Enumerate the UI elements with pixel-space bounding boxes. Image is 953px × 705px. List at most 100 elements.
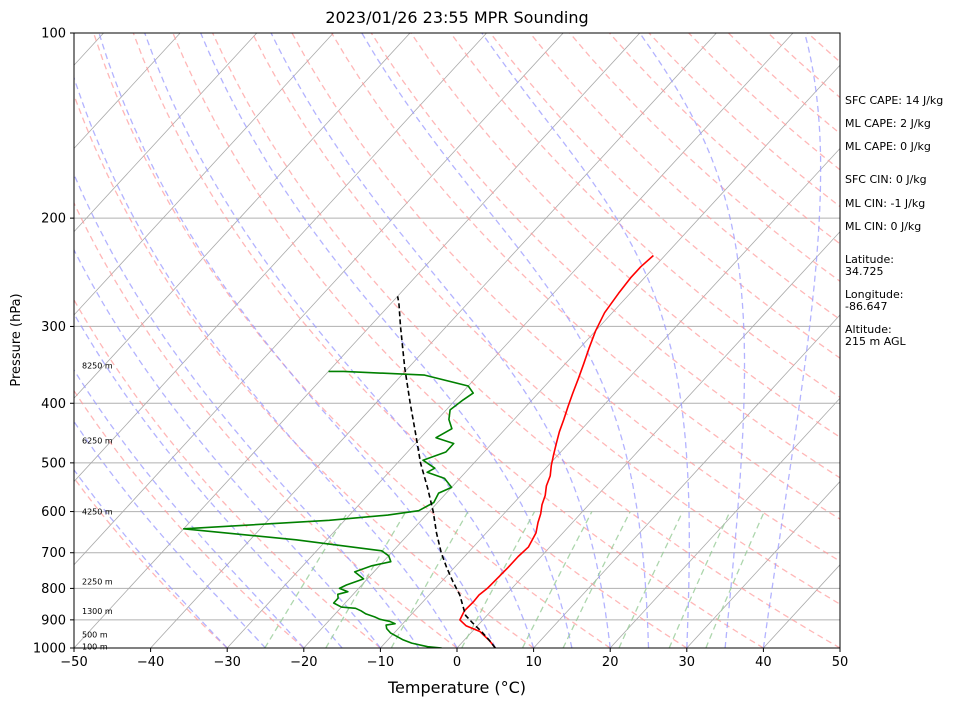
isotherm-line	[533, 314, 840, 648]
parameter-text: 34.725	[845, 265, 884, 278]
background-grid	[74, 33, 840, 648]
y-axis-label: Pressure (hPa)	[9, 293, 24, 386]
y-tick-label: 700	[41, 546, 66, 561]
y-tick-label: 1000	[33, 642, 66, 657]
height-label: 500 m	[82, 630, 108, 639]
x-tick-label: 20	[602, 655, 619, 670]
isotherm-line	[74, 33, 181, 150]
parcel-path-line	[396, 296, 496, 648]
x-tick-label: 50	[832, 655, 849, 670]
mixing-ratio-line	[264, 511, 349, 648]
x-tick-label: −10	[367, 655, 394, 670]
x-tick-label: 0	[453, 655, 461, 670]
y-tick-label: 900	[41, 613, 66, 628]
isotherm-line	[74, 33, 641, 648]
isotherm-line	[226, 33, 794, 648]
moist-adiabat-line	[74, 368, 305, 648]
mixing-ratio-line	[461, 511, 536, 648]
moist-adiabat-line	[74, 248, 381, 648]
height-label: 4250 m	[82, 508, 113, 517]
temperature-profile-line	[459, 254, 654, 648]
moist-adiabat-line	[270, 33, 611, 648]
parameter-text: Longitude:	[845, 288, 903, 301]
dry-adiabat-line	[172, 33, 764, 648]
moist-adiabat-line	[639, 33, 746, 648]
isotherm-line	[456, 231, 840, 648]
y-tick-label: 500	[41, 456, 66, 471]
moist-adiabat-line	[361, 33, 650, 648]
height-labels: 8250 m 6250 m 4250 m 2250 m 1300 m 500 m 100 m	[82, 361, 113, 651]
dry-adiabat-line	[74, 389, 305, 648]
y-tick-label: 600	[41, 505, 66, 520]
mixing-ratio-line	[521, 511, 593, 648]
isotherm-line	[74, 33, 411, 399]
x-tick-label: 10	[525, 655, 542, 670]
x-tick-label: −20	[290, 655, 317, 670]
y-tick-label: 100	[41, 27, 66, 42]
x-tick-label: −30	[213, 655, 240, 670]
dry-adiabat-line	[370, 33, 840, 479]
mixing-ratio-line	[390, 511, 469, 648]
dry-adiabat-line	[74, 477, 228, 648]
moist-adiabat-line	[144, 33, 535, 648]
dry-adiabat-line	[450, 33, 840, 399]
height-label: 6250 m	[82, 437, 113, 446]
parameter-text: Altitude:	[845, 323, 892, 336]
y-tick-label: 300	[41, 320, 66, 335]
parameter-text: -86.647	[845, 300, 887, 313]
isotherm-line	[303, 64, 840, 648]
height-label: 1300 m	[82, 607, 113, 616]
dry-adiabat-line	[212, 33, 840, 648]
plot-frame	[73, 32, 841, 649]
dewpoint-profile-line	[182, 370, 474, 648]
moist-adiabat-line	[74, 312, 343, 648]
parameter-text: Latitude:	[845, 253, 894, 266]
isotherm-line	[150, 33, 717, 648]
parameter-text: ML CAPE: 2 J/kg	[845, 117, 931, 130]
dry-adiabat-line	[132, 33, 688, 648]
moist-adiabat-line	[200, 33, 573, 648]
x-tick-label: −40	[137, 655, 164, 670]
y-axis: 1000 900 800 700 600 500 400 300 200 100	[33, 27, 74, 657]
x-axis-label: Temperature (°C)	[387, 678, 526, 697]
isotherm-line	[380, 147, 840, 648]
height-label: 100 m	[82, 643, 108, 652]
dry-adiabat-line	[74, 93, 534, 648]
y-tick-label: 400	[41, 397, 66, 412]
mixing-ratio-line	[668, 511, 731, 648]
dry-adiabat-line	[74, 298, 381, 648]
moist-adiabat-line	[74, 420, 266, 648]
mixing-ratio-line	[562, 511, 631, 648]
mixing-ratio-line	[705, 511, 765, 648]
moist-adiabat-line	[74, 75, 458, 648]
isotherm-line	[74, 33, 564, 566]
x-tick-label: −50	[60, 655, 87, 670]
parameter-text: 215 m AGL	[845, 335, 907, 348]
parameter-text: ML CIN: -1 J/kg	[845, 197, 925, 210]
moist-adiabat-line	[762, 33, 822, 648]
parameter-text: SFC CAPE: 14 J/kg	[845, 94, 943, 107]
dry-adiabat-line	[331, 33, 840, 520]
height-label: 8250 m	[82, 361, 113, 370]
isotherm-line	[74, 33, 487, 483]
x-axis: −50 −40 −30 −20 −10 0 10 20 30 40 50	[60, 648, 848, 670]
data-series	[182, 254, 654, 648]
moist-adiabat-line	[98, 33, 496, 648]
isotherm-line	[74, 33, 258, 233]
chart-title: 2023/01/26 23:55 MPR Sounding	[325, 8, 588, 27]
y-tick-label: 200	[41, 212, 66, 227]
dry-adiabat-line	[410, 33, 840, 438]
moist-adiabat-line	[74, 468, 228, 648]
parameter-text: ML CAPE: 0 J/kg	[845, 140, 931, 153]
mixing-ratio-line	[325, 511, 407, 648]
isotherm-line	[686, 480, 840, 648]
y-tick-label: 800	[41, 582, 66, 597]
dry-adiabat-line	[251, 33, 840, 605]
mixing-ratio-line	[618, 511, 684, 648]
dry-adiabat-line	[489, 33, 840, 359]
x-tick-label: 30	[679, 655, 696, 670]
dry-adiabat-line	[92, 33, 611, 648]
x-tick-label: 40	[755, 655, 772, 670]
moist-adiabat-line	[481, 33, 690, 648]
